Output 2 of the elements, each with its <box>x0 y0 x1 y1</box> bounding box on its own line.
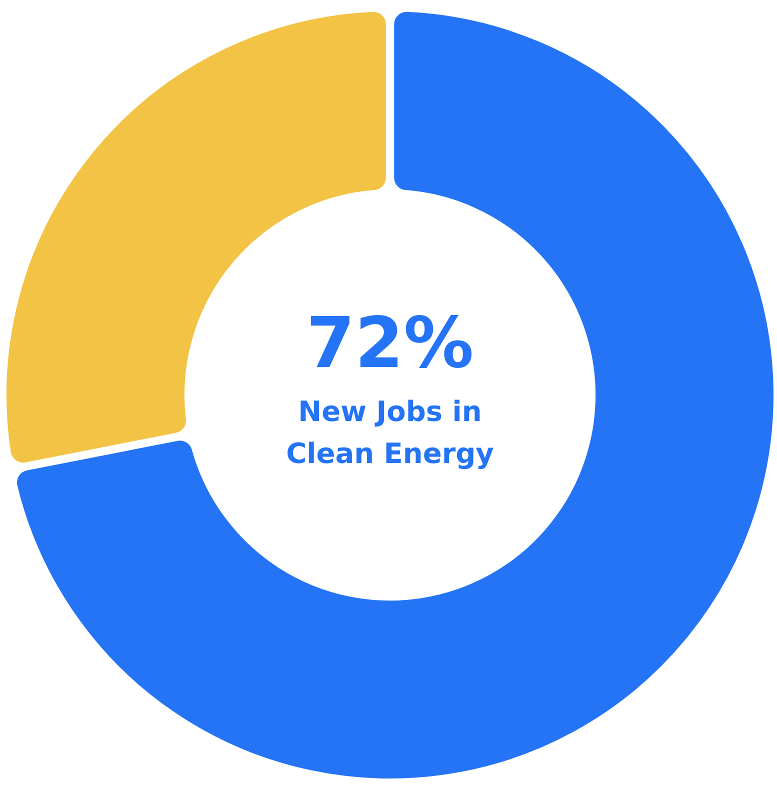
data-label: 72% <box>306 302 474 384</box>
slice-label: New Jobs in Clean Energy <box>286 395 494 470</box>
